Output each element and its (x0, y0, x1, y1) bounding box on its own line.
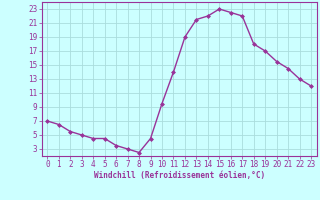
X-axis label: Windchill (Refroidissement éolien,°C): Windchill (Refroidissement éolien,°C) (94, 171, 265, 180)
